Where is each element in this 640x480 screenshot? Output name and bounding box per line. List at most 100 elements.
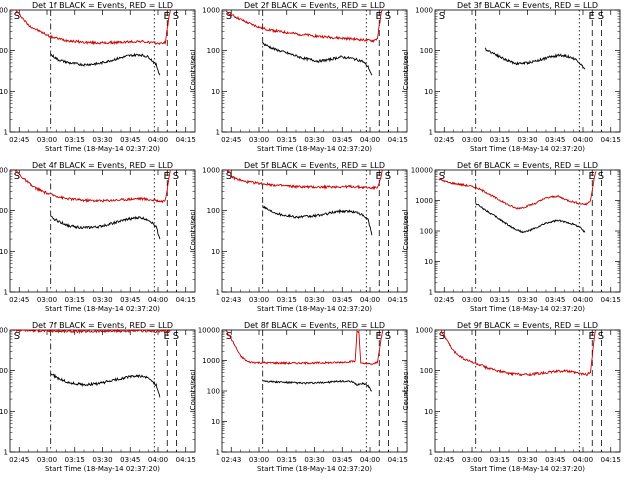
y-tick-label: 10	[424, 258, 433, 266]
series-events	[262, 205, 373, 236]
series-lld	[13, 9, 172, 46]
y-tick-label: 10	[0, 88, 8, 96]
x-tick-label: 03:45	[545, 296, 565, 304]
series-lld	[438, 171, 597, 210]
panel-det-4: Det 4f BLACK = Events, RED = LLD 1 10 100 10…	[0, 161, 196, 313]
panel-title: Det 2f BLACK = Events, RED = LLD	[244, 1, 385, 10]
y-tick-label: 100	[420, 228, 433, 236]
y-axis-label: Counts/sec	[189, 372, 197, 411]
y-tick-label: 1000	[0, 7, 8, 15]
x-tick-label: 04:15	[601, 296, 621, 304]
x-tick-label: 03:45	[332, 456, 352, 464]
y-axis-label: Counts/sec	[189, 52, 197, 91]
x-tick-label: 03:30	[517, 456, 537, 464]
y-tick-label: 1	[4, 449, 8, 457]
x-tick-label: 03:30	[304, 456, 324, 464]
panel-title: Det 6f BLACK = Events, RED = LLD	[457, 161, 598, 170]
panel-title: Det 3f BLACK = Events, RED = LLD	[457, 1, 598, 10]
x-tick-label: 03:30	[517, 296, 537, 304]
x-tick-label: 02:43	[221, 296, 241, 304]
marker-label-S: S	[173, 331, 179, 342]
x-tick-label: 03:45	[545, 456, 565, 464]
marker-label-S: S	[385, 171, 391, 182]
x-tick-label: 03:45	[120, 456, 140, 464]
y-tick-label: 1000	[202, 7, 220, 15]
y-tick-label: 1	[429, 289, 433, 297]
x-tick-label: 03:15	[490, 456, 510, 464]
x-tick-label: 02:43	[221, 456, 241, 464]
panel-det-3: Det 3f BLACK = Events, RED = LLD 1 10 100 10…	[402, 1, 621, 153]
series-events	[262, 379, 372, 392]
x-tick-label: 03:00	[249, 296, 269, 304]
series-lld	[13, 328, 171, 335]
x-tick-label: 03:30	[304, 136, 324, 144]
x-tick-label: 03:15	[490, 136, 510, 144]
x-tick-label: 03:45	[120, 136, 140, 144]
panel-det-7: Det 7f BLACK = Events, RED = LLD 1 10 100 10…	[0, 321, 196, 473]
y-tick-label: 10	[424, 88, 433, 96]
marker-label-E: E	[164, 171, 170, 182]
y-axis-label: Counts/sec	[402, 52, 410, 91]
x-tick-label: 03:30	[92, 136, 112, 144]
series-events	[50, 215, 161, 240]
series-lld	[225, 169, 383, 191]
series-events	[475, 203, 586, 234]
marker-label-E: E	[164, 11, 170, 22]
y-tick-label: 100	[0, 47, 8, 55]
x-axis-label: Start Time (18-May-14 02:37:20)	[470, 465, 585, 473]
x-tick-label: 03:00	[37, 456, 57, 464]
x-axis-label: Start Time (18-May-14 02:37:20)	[45, 465, 160, 473]
y-tick-label: 1000	[0, 327, 8, 335]
marker-label-E: E	[164, 331, 170, 342]
x-axis-label: Start Time (18-May-14 02:37:20)	[257, 145, 372, 153]
x-tick-label: 03:15	[277, 136, 297, 144]
x-tick-label: 03:00	[249, 456, 269, 464]
panel-det-2: Det 2f BLACK = Events, RED = LLD 1 10 100 10…	[189, 1, 408, 153]
x-tick-label: 02:45	[9, 136, 29, 144]
x-axis-label: Start Time (18-May-14 02:37:20)	[257, 465, 372, 473]
y-tick-label: 1	[429, 129, 433, 137]
y-tick-label: 1000	[415, 197, 433, 205]
y-tick-label: 1	[4, 129, 8, 137]
marker-label-S: S	[598, 331, 604, 342]
marker-label-E: E	[376, 331, 382, 342]
x-tick-label: 03:30	[92, 296, 112, 304]
x-tick-label: 02:45	[434, 456, 454, 464]
x-tick-label: 04:00	[573, 136, 593, 144]
marker-label-S: S	[226, 331, 232, 342]
x-tick-label: 04:00	[148, 136, 168, 144]
marker-label-S: S	[14, 331, 20, 342]
y-tick-label: 1	[216, 129, 220, 137]
panel-det-5: Det 5f BLACK = Events, RED = LLD 1 10 100 10…	[189, 161, 408, 313]
series-events	[484, 47, 586, 70]
y-tick-label: 10	[0, 248, 8, 256]
x-tick-label: 04:00	[360, 136, 380, 144]
marker-label-S: S	[173, 171, 179, 182]
y-tick-label: 100	[420, 47, 433, 55]
x-tick-label: 02:45	[434, 136, 454, 144]
series-events	[262, 42, 373, 76]
marker-label-S: S	[385, 11, 391, 22]
series-lld	[438, 329, 597, 377]
series-lld	[225, 329, 384, 366]
x-tick-label: 02:45	[221, 136, 241, 144]
panel-title: Det 9f BLACK = Events, RED = LLD	[457, 321, 598, 330]
x-tick-label: 03:00	[462, 456, 482, 464]
y-tick-label: 100	[0, 207, 8, 215]
y-tick-label: 1000	[415, 327, 433, 335]
x-tick-label: 03:45	[332, 296, 352, 304]
y-tick-label: 10	[211, 88, 220, 96]
x-tick-label: 03:30	[304, 296, 324, 304]
x-tick-label: 03:45	[545, 136, 565, 144]
marker-label-S: S	[14, 11, 20, 22]
x-tick-label: 04:00	[148, 456, 168, 464]
marker-label-S: S	[385, 331, 391, 342]
x-axis-label: Start Time (18-May-14 02:37:20)	[470, 305, 585, 313]
x-tick-label: 03:15	[277, 456, 297, 464]
marker-label-E: E	[589, 171, 595, 182]
x-tick-label: 03:00	[249, 136, 269, 144]
marker-label-E: E	[589, 11, 595, 22]
x-tick-label: 04:15	[388, 296, 408, 304]
y-tick-label: 1000	[415, 7, 433, 15]
